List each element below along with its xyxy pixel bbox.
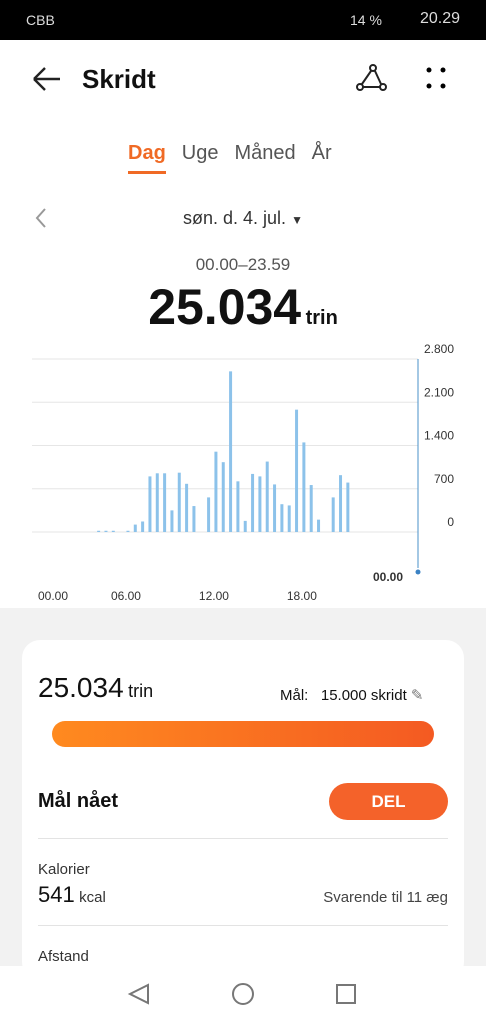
bar (126, 530, 130, 532)
bar (192, 506, 196, 532)
tab[interactable]: Måned (234, 142, 296, 164)
calories-equivalent: Svarende til 11 æg (323, 889, 448, 906)
calories-value: 541 (38, 882, 75, 907)
bar (236, 481, 240, 532)
route-icon[interactable] (352, 62, 392, 96)
goal-reached: Mål nået (38, 790, 119, 812)
bar (295, 409, 299, 532)
bar (148, 476, 152, 532)
goal-label: Mål: (280, 687, 309, 704)
bar (258, 476, 262, 532)
tab[interactable]: Uge (181, 142, 219, 164)
y-tick-label: 2.800 (424, 342, 454, 356)
clock: 20.29 (420, 10, 461, 27)
date-picker[interactable]: søn. d. 4. jul. ▼ (183, 208, 303, 228)
battery: 14 % (350, 12, 382, 28)
bar (280, 504, 284, 532)
divider (38, 925, 448, 926)
bar (346, 482, 350, 532)
nav-bar (0, 966, 486, 1024)
current-dot (415, 569, 421, 575)
calories-unit: kcal (79, 889, 106, 906)
bar (302, 442, 306, 532)
bar (163, 473, 167, 532)
total-value: 25.034 (148, 279, 302, 335)
y-tick-label: 1.400 (424, 429, 454, 443)
bar (221, 462, 225, 532)
card-total: 25.034 trin (38, 672, 153, 704)
bar (170, 510, 174, 532)
prev-day[interactable] (32, 206, 52, 230)
bar (207, 497, 211, 532)
card-total-value: 25.034 (38, 672, 124, 703)
bar (104, 530, 108, 532)
distance-label: Afstand (38, 948, 89, 965)
bar (317, 519, 321, 532)
x-end-label: 00.00 (373, 570, 403, 584)
divider (38, 838, 448, 839)
period-tabs: Dag Uge Måned År (128, 142, 332, 174)
bar (273, 484, 277, 532)
bar (141, 521, 145, 532)
share-button[interactable]: DEL (329, 783, 448, 820)
nav-back[interactable] (127, 983, 149, 1005)
bar (287, 505, 291, 532)
x-tick-label: 00.00 (38, 589, 68, 603)
bar (185, 483, 189, 532)
card-total-unit: trin (128, 681, 154, 701)
nav-recent[interactable] (336, 984, 356, 1004)
bar (339, 475, 343, 532)
y-tick-label: 2.100 (424, 385, 454, 399)
bar (111, 530, 115, 532)
bar (177, 472, 181, 532)
bar (97, 530, 101, 532)
bar (265, 461, 269, 532)
date: søn. d. 4. jul. (183, 208, 287, 228)
bar (251, 473, 255, 532)
carrier: CBB (26, 12, 55, 28)
y-tick-label: 0 (447, 515, 454, 529)
x-tick-label: 06.00 (111, 589, 141, 603)
page-title: Skridt (82, 64, 156, 94)
goal: Mål: 15.000 skridt ✎ (280, 686, 424, 704)
status-bar: CBB 14 % 20.29 (0, 0, 486, 40)
tab[interactable]: År (311, 142, 332, 164)
bar (155, 473, 159, 532)
tab[interactable]: Dag (128, 142, 166, 174)
goal-value: 15.000 skridt (320, 687, 407, 704)
nav-home[interactable] (232, 983, 254, 1005)
bar (309, 485, 313, 532)
bar (229, 371, 233, 532)
x-tick-label: 18.00 (287, 589, 317, 603)
step-chart: 0 700 1.400 2.100 2.800 00.00 06.00 12.00 18.00 0… (32, 342, 454, 603)
bar (133, 524, 137, 532)
progress-bar (52, 721, 434, 747)
calories-label: Kalorier (38, 861, 90, 878)
main-panel (0, 40, 486, 608)
calories: 541 kcal (38, 882, 106, 908)
y-tick-label: 700 (434, 472, 454, 486)
total-unit: trin (305, 307, 338, 329)
edit-goal[interactable]: ✎ (410, 687, 424, 704)
back-button[interactable] (30, 62, 66, 98)
bar (331, 497, 335, 532)
more-menu[interactable] (424, 64, 450, 94)
total-steps: 25.034 trin (0, 278, 486, 336)
time-range: 00.00–23.59 (195, 255, 291, 274)
x-tick-label: 12.00 (199, 589, 229, 603)
bar (243, 520, 247, 532)
bar (214, 451, 218, 532)
